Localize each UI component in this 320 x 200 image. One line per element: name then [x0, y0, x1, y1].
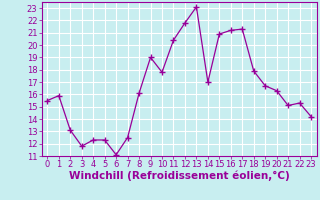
X-axis label: Windchill (Refroidissement éolien,°C): Windchill (Refroidissement éolien,°C) [69, 171, 290, 181]
